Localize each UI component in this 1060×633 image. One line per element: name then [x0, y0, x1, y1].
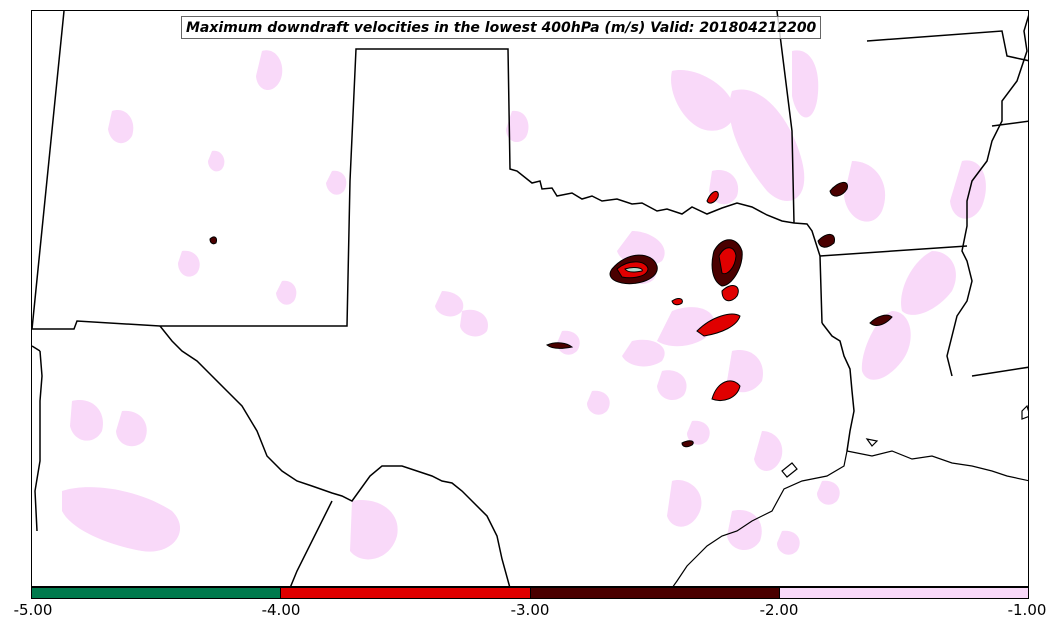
river [946, 15, 1028, 377]
colorbar-segment-strong [280, 588, 530, 598]
state-boundaries [32, 11, 1028, 586]
colorbar [31, 587, 1029, 599]
colorbar-segment-moderate [529, 588, 779, 598]
downdraft-cells [209, 182, 893, 448]
map-title: Maximum downdraft velocities in the lowe… [181, 16, 822, 39]
colorbar-tick-label: -2.00 [759, 601, 799, 619]
weak-downdraft-areas [62, 50, 986, 560]
gulf-coastline [672, 404, 1028, 586]
map-canvas [32, 11, 1028, 586]
colorbar-segment-weak [778, 588, 1028, 598]
colorbar-tick-label: -5.00 [13, 601, 53, 619]
colorbar-tick-label: -1.00 [1007, 601, 1047, 619]
colorbar-tick-label: -3.00 [510, 601, 550, 619]
colorbar-tick-label: -4.00 [261, 601, 301, 619]
map-panel [31, 10, 1029, 587]
colorbar-segment-extreme [32, 588, 281, 598]
